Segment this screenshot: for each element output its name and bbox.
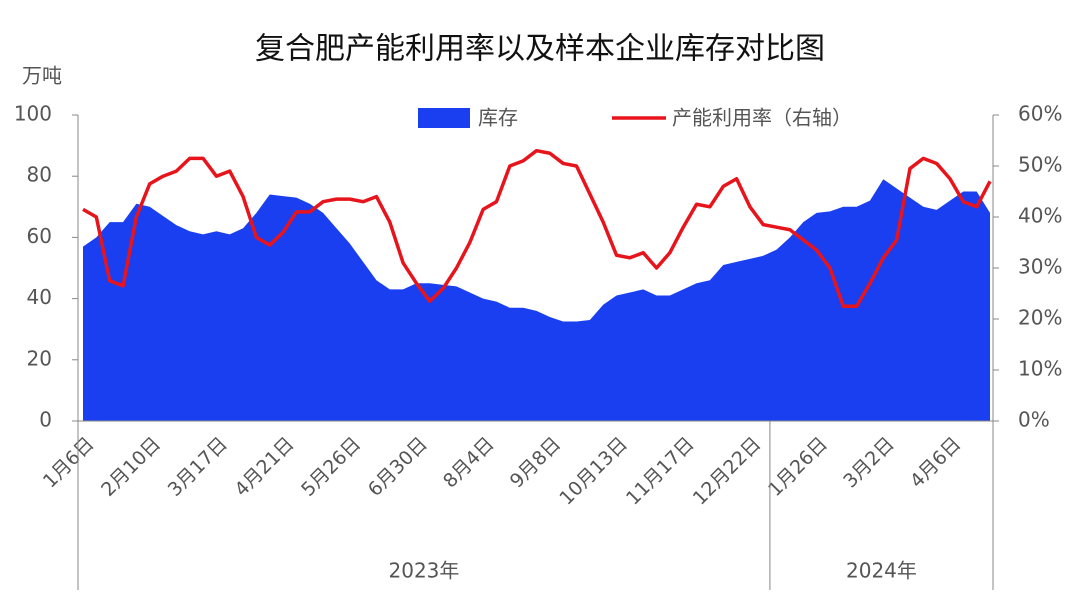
x-tick-label: 9月8日	[506, 433, 566, 493]
y2-tick-label: 50%	[1018, 153, 1062, 177]
y2-tick-label: 40%	[1018, 204, 1062, 228]
legend-swatch	[418, 108, 470, 128]
rate-line	[82, 148, 992, 308]
legend-label: 库存	[478, 106, 518, 130]
x-tick-label: 1月26日	[764, 433, 832, 501]
x-tick-label: 4月21日	[230, 433, 298, 501]
y2-tick-label: 10%	[1018, 357, 1062, 381]
x-tick-label: 3月2日	[839, 433, 899, 493]
y-tick-label: 60	[27, 224, 52, 248]
y-tick-label: 20	[27, 346, 52, 370]
x-tick-label: 1月6日	[39, 433, 99, 493]
y-unit: 万吨	[22, 64, 62, 88]
group-label: 2023年	[389, 559, 460, 583]
y-tick-label: 40	[27, 285, 52, 309]
legend-label: 产能利用率（右轴）	[672, 106, 852, 130]
y2-tick-label: 30%	[1018, 255, 1062, 279]
x-tick-label: 5月26日	[297, 433, 365, 501]
y2-tick-label: 60%	[1018, 102, 1062, 126]
y-tick-label: 100	[14, 102, 52, 126]
x-tick-label: 11月17日	[622, 433, 699, 510]
y2-tick-label: 20%	[1018, 306, 1062, 330]
y2-tick-label: 0%	[1018, 408, 1050, 432]
x-tick-label: 3月17日	[164, 433, 232, 501]
inventory-area	[83, 179, 990, 421]
x-tick-label: 8月4日	[439, 433, 499, 493]
x-tick-label: 2月10日	[97, 433, 165, 501]
x-tick-label: 12月22日	[689, 433, 766, 510]
y-tick-label: 0	[39, 408, 52, 432]
chart-title: 复合肥产能利用率以及样本企业库存对比图	[255, 32, 825, 67]
group-label: 2024年	[846, 559, 917, 583]
y-tick-label: 80	[27, 163, 52, 187]
x-tick-label: 4月6日	[906, 433, 966, 493]
x-tick-label: 6月30日	[364, 433, 432, 501]
x-tick-label: 10月13日	[555, 433, 632, 510]
